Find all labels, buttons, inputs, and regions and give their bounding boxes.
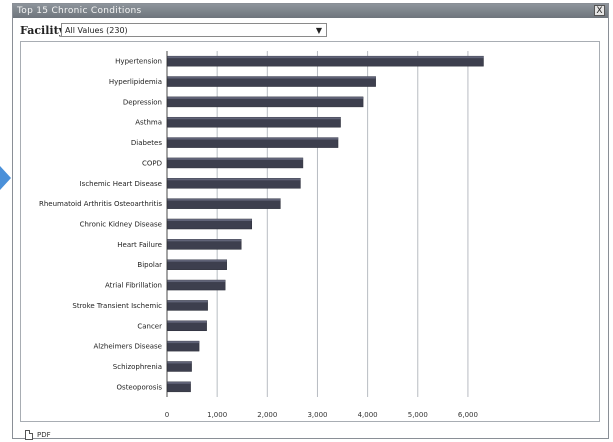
facility-select[interactable]: All Values (230) ▼ [61,23,327,37]
x-tick-label: 5,000 [408,411,428,419]
bar-highlight [167,198,281,201]
pdf-label[interactable]: PDF [37,431,51,439]
bar-highlight [167,178,301,181]
bar-highlight [167,259,227,262]
category-label: Hyperlipidemia [109,78,162,86]
category-label: Schizophrenia [113,363,162,371]
category-label: Asthma [135,119,162,127]
bar-highlight [167,137,339,140]
category-label: Atrial Fibrillation [105,282,162,290]
x-tick-label: 6,000 [458,411,478,419]
bar-highlight [167,117,341,120]
category-label: Ischemic Heart Disease [80,180,162,188]
bar [167,137,339,148]
category-label: Diabetes [131,139,162,147]
bar-highlight [167,341,200,344]
chart-area: 0 1,000 2,000 3,000 4,000 5,000 6,000 Hypertens… [20,41,600,422]
chart-window: Top 15 Chronic Conditions X Facility All… [12,3,609,440]
bar-highlight [167,320,207,323]
bar-highlight [167,96,364,99]
category-label: Bipolar [137,261,162,269]
facility-label: Facility [20,24,66,37]
x-tick-label: 0 [165,411,169,419]
chevron-down-icon[interactable]: ▼ [315,26,322,35]
category-label: COPD [142,159,162,167]
bar-highlight [167,381,191,384]
category-label: Heart Failure [117,241,162,249]
category-label: Depression [123,98,162,106]
bar-highlight [167,219,252,221]
x-tick-label: 1,000 [207,411,227,419]
category-label: Stroke Transient Ischemic [72,302,162,310]
x-tick-label: 4,000 [358,411,378,419]
category-label: Chronic Kidney Disease [80,221,162,229]
close-icon[interactable]: X [594,5,605,16]
category-label: Hypertension [115,58,162,66]
x-tick-label: 3,000 [307,411,327,419]
window-titlebar[interactable]: Top 15 Chronic Conditions X [13,4,608,18]
category-label: Osteoporosis [117,383,163,391]
category-label: Rheumatoid Arthritis Osteoarthritis [39,200,162,208]
bar-highlight [167,157,303,160]
category-label: Cancer [137,322,162,330]
bar-highlight [167,239,242,242]
bar-highlight [167,280,226,283]
bar-highlight [167,300,208,303]
bar-highlight [167,76,376,79]
bar [167,259,227,270]
window-title: Top 15 Chronic Conditions [17,6,142,16]
bar-highlight [167,56,484,59]
facility-select-value: All Values (230) [65,26,128,35]
x-tick-label: 2,000 [257,411,277,419]
bar-chart: 0 1,000 2,000 3,000 4,000 5,000 6,000 Hypertens… [39,51,484,419]
category-label: Alzheimers Disease [93,343,162,351]
pdf-icon[interactable] [25,430,33,440]
bar-highlight [167,361,192,364]
side-expand-arrow[interactable] [0,166,11,190]
